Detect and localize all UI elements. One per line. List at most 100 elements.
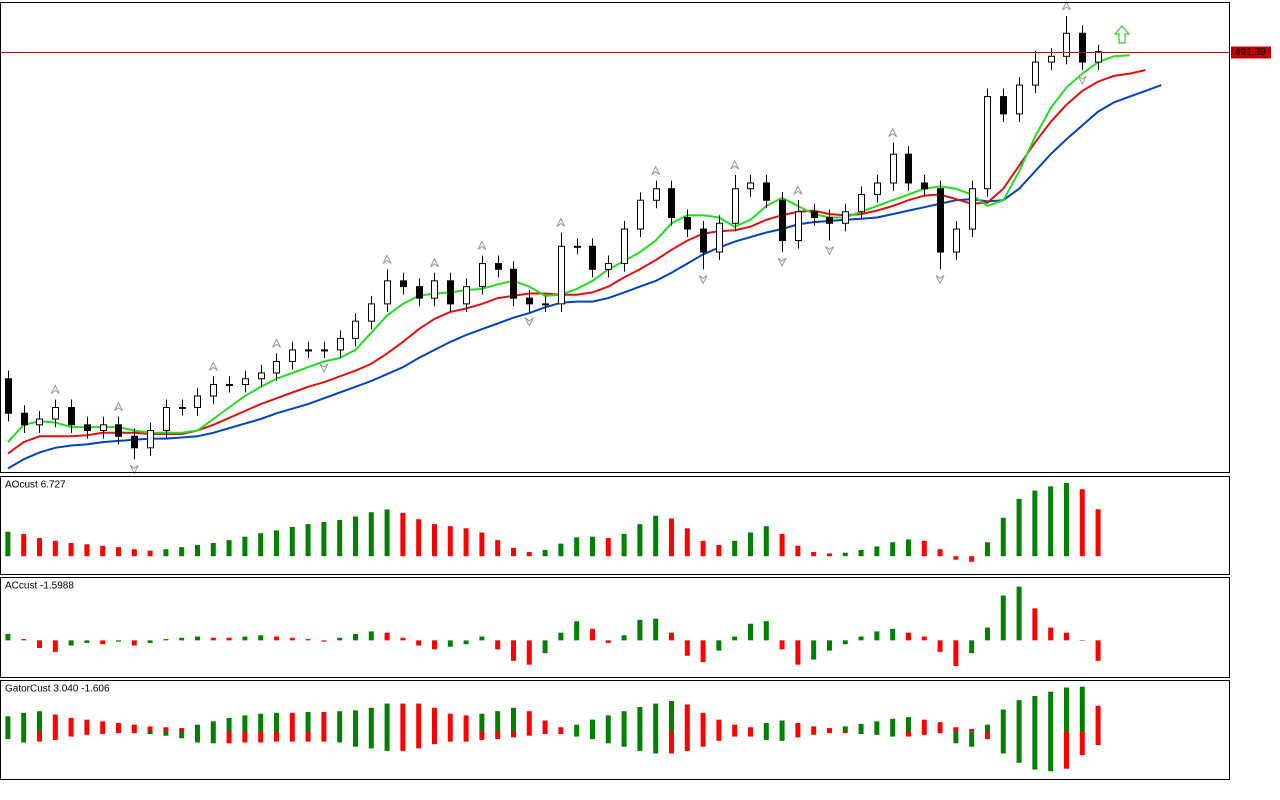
histogram-bar (463, 640, 469, 645)
histogram-bar (890, 718, 896, 732)
candle-body (289, 349, 296, 362)
histogram-bar (1032, 731, 1038, 770)
histogram-bar (984, 724, 990, 732)
histogram-bar (637, 731, 643, 751)
histogram-bar (84, 731, 90, 735)
histogram-bar (147, 731, 153, 735)
histogram-bar (811, 731, 817, 735)
histogram-bar (811, 726, 817, 732)
histogram-bar (874, 721, 880, 732)
candle-body (763, 182, 770, 201)
histogram-bar (700, 540, 706, 557)
candle-body (890, 153, 897, 184)
histogram-bar (747, 623, 753, 641)
histogram-bar (1079, 640, 1085, 641)
histogram-bar (179, 731, 185, 739)
candle-body (5, 378, 12, 414)
histogram-bar (984, 731, 990, 740)
histogram-bar (969, 731, 975, 747)
candle-body (542, 303, 549, 306)
candle-body (779, 199, 786, 242)
fractal-marker (698, 274, 708, 285)
candle-body (100, 424, 107, 432)
candle-body (526, 297, 533, 305)
histogram-bar (1063, 632, 1069, 641)
fractal-marker (524, 317, 534, 328)
candle-body (242, 378, 249, 385)
histogram-bar (1063, 731, 1069, 769)
histogram-bar (558, 731, 564, 735)
fractal-marker (50, 384, 60, 394)
candle-body (716, 222, 723, 253)
candle-body (621, 228, 628, 265)
histogram-bar (1048, 486, 1054, 557)
histogram-bar (510, 547, 516, 557)
histogram-bar (558, 727, 564, 732)
histogram-bar (52, 714, 58, 732)
histogram-bar (605, 715, 611, 732)
histogram-bar (100, 640, 106, 645)
histogram-bar (352, 710, 358, 732)
histogram-bar (131, 640, 137, 646)
histogram-bar (495, 540, 501, 557)
histogram-bar (653, 515, 659, 557)
histogram-bar (194, 724, 200, 732)
histogram-bar (226, 717, 232, 732)
candle-body (384, 280, 391, 305)
histogram-bar (890, 731, 896, 737)
histogram-bar (384, 632, 390, 641)
histogram-bar (100, 545, 106, 557)
histogram-bar (653, 618, 659, 641)
histogram-bar (416, 519, 422, 557)
histogram-bar (984, 542, 990, 557)
histogram-bar (495, 711, 501, 732)
histogram-bar (921, 719, 927, 732)
histogram-bar (36, 640, 42, 649)
fractal-marker (825, 246, 834, 256)
histogram-bar (621, 635, 627, 641)
candle-body (984, 96, 991, 190)
histogram-bar (668, 632, 674, 641)
histogram-bar (5, 531, 11, 557)
histogram-bar (716, 719, 722, 732)
histogram-bar (890, 542, 896, 557)
histogram-bar (289, 637, 295, 641)
histogram-bar (589, 628, 595, 641)
candle-body (1032, 61, 1039, 86)
candle-body (558, 245, 565, 305)
candle-body (368, 303, 375, 322)
histogram-bar (937, 640, 943, 652)
histogram-bar (795, 731, 801, 738)
candle-body (684, 217, 691, 230)
histogram-bar (858, 636, 864, 641)
histogram-bar (84, 640, 90, 643)
histogram-bar (842, 726, 848, 732)
histogram-bar (621, 711, 627, 732)
histogram-bar (637, 706, 643, 732)
histogram-bar (637, 619, 643, 641)
candle-body (937, 188, 944, 253)
histogram-bar (605, 640, 611, 643)
histogram-bar (431, 640, 437, 650)
histogram-bar (384, 703, 390, 732)
histogram-bar (52, 731, 58, 740)
candle-body (179, 407, 186, 410)
histogram-bar (700, 712, 706, 732)
histogram-bar (953, 731, 959, 744)
candle-body (131, 435, 138, 449)
histogram-bar (1016, 731, 1022, 763)
histogram-bar (1000, 709, 1006, 732)
histogram-bar (842, 552, 848, 557)
histogram-bar (763, 621, 769, 641)
candle-body (321, 349, 328, 352)
histogram-bar (305, 639, 311, 641)
candle-body (210, 383, 217, 397)
histogram-bar (463, 715, 469, 732)
fractal-marker (208, 361, 218, 371)
histogram-bar (905, 539, 911, 557)
price-panel-frame (0, 2, 1230, 473)
candle-body (811, 211, 818, 219)
histogram-bar (5, 633, 11, 641)
histogram-bar (447, 640, 453, 647)
fractal-marker (129, 464, 139, 475)
